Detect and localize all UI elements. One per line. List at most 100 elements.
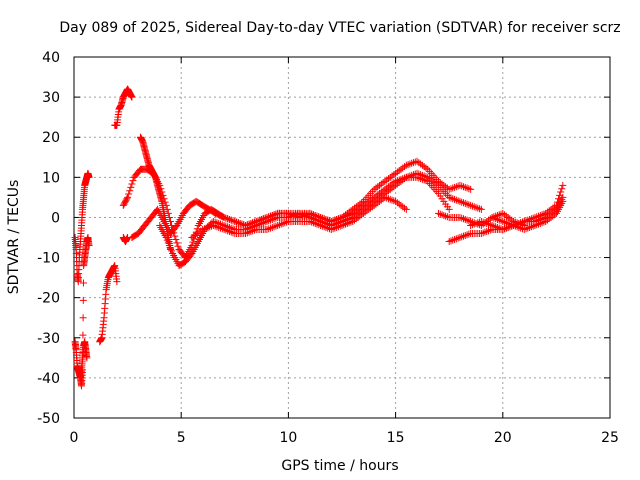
- data-point: [267, 216, 275, 224]
- data-point: [417, 175, 425, 183]
- data-point: [229, 229, 237, 237]
- grid: [74, 57, 610, 418]
- y-tick-label: 30: [42, 90, 60, 106]
- data-point: [465, 230, 473, 238]
- data-point: [227, 228, 235, 236]
- data-point: [213, 223, 221, 231]
- data-point: [209, 221, 217, 229]
- data-point: [434, 209, 442, 217]
- series-rise-1: [96, 262, 121, 346]
- data-point: [540, 210, 548, 218]
- data-point: [531, 213, 539, 221]
- data-point: [399, 164, 407, 172]
- data-point: [454, 197, 462, 205]
- data-point: [383, 194, 391, 202]
- data-point: [393, 199, 401, 207]
- data-point: [191, 231, 199, 239]
- data-point: [128, 93, 136, 101]
- data-point: [411, 158, 419, 166]
- data-point: [542, 209, 550, 217]
- data-point: [212, 209, 220, 217]
- data-point: [449, 184, 457, 192]
- data-point: [388, 196, 396, 204]
- data-point: [556, 191, 564, 199]
- data-point: [386, 173, 394, 181]
- data-point: [268, 215, 276, 223]
- axis-ticks: [73, 56, 611, 419]
- data-point: [377, 196, 385, 204]
- data-point: [467, 221, 475, 229]
- data-point: [420, 176, 428, 184]
- data-point: [395, 179, 403, 187]
- data-point: [549, 204, 557, 212]
- data-point: [349, 217, 357, 225]
- data-point: [470, 220, 478, 228]
- data-point: [399, 203, 407, 211]
- data-point: [229, 217, 237, 225]
- data-point: [233, 218, 241, 226]
- data-point: [402, 161, 410, 169]
- data-point: [268, 223, 276, 231]
- data-point: [129, 177, 137, 185]
- data-point: [486, 221, 494, 229]
- data-point: [388, 184, 396, 192]
- data-point: [272, 222, 280, 230]
- data-point: [529, 214, 537, 222]
- data-point: [520, 225, 528, 233]
- data-point: [483, 219, 491, 227]
- data-point: [365, 205, 373, 213]
- data-point: [540, 218, 548, 226]
- data-point: [317, 221, 325, 229]
- data-point: [395, 200, 403, 208]
- data-point: [206, 223, 214, 231]
- data-point: [313, 220, 321, 228]
- data-point: [386, 195, 394, 203]
- data-point: [217, 224, 225, 232]
- data-point: [549, 212, 557, 220]
- data-point: [413, 157, 421, 165]
- data-point: [545, 215, 553, 223]
- data-point: [315, 221, 323, 229]
- data-point: [258, 219, 266, 227]
- data-point: [236, 219, 244, 227]
- data-point: [415, 174, 423, 182]
- data-point: [440, 211, 448, 219]
- data-point: [451, 236, 459, 244]
- data-point: [300, 211, 308, 219]
- data-point: [274, 221, 282, 229]
- data-point: [379, 179, 387, 187]
- data-points: [71, 85, 567, 390]
- data-point: [211, 222, 219, 230]
- data-point: [485, 220, 493, 228]
- data-point: [225, 227, 233, 235]
- data-point: [538, 219, 546, 227]
- data-point: [458, 233, 466, 241]
- y-tick-label: 40: [42, 50, 60, 66]
- data-point: [488, 221, 496, 229]
- y-tick-label: -40: [37, 371, 60, 387]
- data-point: [372, 200, 380, 208]
- data-point: [347, 218, 355, 226]
- data-point: [227, 216, 235, 224]
- series-dip-1: [119, 234, 132, 246]
- y-tick-label: -30: [37, 331, 60, 347]
- data-point: [488, 213, 496, 221]
- data-point: [527, 215, 535, 223]
- data-point: [79, 314, 87, 322]
- data-point: [467, 201, 475, 209]
- data-point: [472, 203, 480, 211]
- data-point: [522, 217, 530, 225]
- data-point: [393, 168, 401, 176]
- data-point: [479, 229, 487, 237]
- data-point: [395, 167, 403, 175]
- data-point: [536, 219, 544, 227]
- data-point: [263, 225, 271, 233]
- data-point: [499, 209, 507, 217]
- data-point: [458, 182, 466, 190]
- y-tick-label: -50: [37, 411, 60, 427]
- data-point: [128, 180, 136, 188]
- data-point: [324, 224, 332, 232]
- data-point: [297, 210, 305, 218]
- data-point: [299, 211, 307, 219]
- data-point: [543, 216, 551, 224]
